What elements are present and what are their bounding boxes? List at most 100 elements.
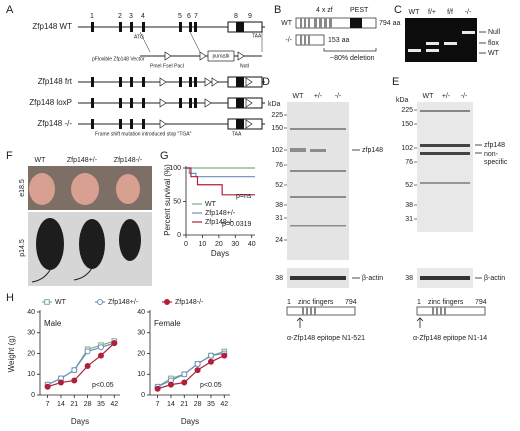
exon-label: 3 (129, 13, 133, 20)
cassette: puro∆tk (213, 53, 230, 59)
marker (111, 340, 118, 347)
y-tick-label: 40 (137, 309, 145, 316)
x-tick-label: 10 (199, 241, 207, 248)
band-label: zfp148 (484, 142, 505, 149)
marker (194, 360, 201, 367)
ladder-label: 76 (405, 159, 413, 166)
y-axis-label: Weight (g) (7, 335, 16, 372)
x-tick-label: 28 (194, 401, 202, 408)
y-tick-label: 0 (31, 392, 35, 399)
band-label: Null (488, 29, 501, 36)
annotation: p<0.05 (92, 382, 114, 389)
western-blot: kDa WT +/- -/- 38 zfp148 β-actin 1 zinc … (268, 93, 383, 342)
ladder-label: 52 (275, 182, 283, 189)
marker (167, 381, 174, 388)
kda-label: kDa (396, 97, 409, 104)
marker (97, 299, 103, 305)
x-tick-label: 42 (110, 401, 118, 408)
ladder-label: 38 (405, 202, 413, 209)
ladder-label: 102 (271, 147, 283, 154)
pest-label: PEST (350, 7, 369, 14)
x-tick-label: 30 (231, 241, 239, 248)
x-tick-label: 35 (207, 401, 215, 408)
x-tick-label: 28 (84, 401, 92, 408)
exon-label: 2 (118, 13, 122, 20)
band-label: zfp148 (362, 147, 383, 154)
ladder-label: 225 (271, 112, 283, 119)
domain-end: 794 (345, 299, 357, 306)
panel-letter: A (6, 4, 14, 16)
exon-label: 8 (234, 13, 238, 20)
taa-label: TAA (252, 33, 262, 39)
marker (181, 371, 188, 378)
y-tick-label: 30 (137, 330, 145, 337)
exons (91, 21, 263, 130)
zf-label: 4 x zf (316, 7, 333, 14)
band-label: WT (488, 50, 500, 57)
series-line (186, 167, 255, 196)
lane-label: WT (423, 93, 435, 100)
series-line (47, 342, 115, 386)
marker (207, 358, 214, 365)
ladder-label: 102 (401, 145, 413, 152)
marker (44, 299, 50, 305)
y-tick-label: 10 (27, 371, 35, 378)
exon-label: 9 (248, 13, 252, 20)
marker (71, 377, 78, 384)
lane-label: f/+ (428, 9, 436, 16)
panel-letter: H (6, 292, 14, 304)
ladder-label: 38 (405, 275, 413, 282)
length-label: 153 aa (328, 37, 350, 44)
marker (221, 352, 228, 359)
panel-letter: G (160, 150, 169, 162)
panel-letters: A B C D E F G H (6, 4, 402, 304)
lane-label: -/- (335, 93, 342, 100)
x-tick-label: 7 (156, 401, 160, 408)
y-tick-label: 50 (173, 198, 181, 205)
atg-label: ATG (134, 34, 144, 40)
x-tick-label: 14 (167, 401, 175, 408)
legend-label: Zfp148-/- (205, 219, 234, 226)
row-label: Zfp148 loxP (29, 98, 72, 107)
x-tick-label: 20 (215, 241, 223, 248)
row-label: Zfp148 frt (38, 77, 73, 86)
lane-label: +/- (314, 93, 323, 100)
exon-label: 4 (141, 13, 145, 20)
age-label: e18.5 (19, 179, 26, 197)
y-tick-label: 10 (137, 371, 145, 378)
exon-label: 7 (194, 13, 198, 20)
x-tick-label: 0 (184, 241, 188, 248)
x-tick-label: 42 (220, 401, 228, 408)
panel-letter: D (262, 76, 270, 88)
x-axis-label: Days (71, 417, 89, 426)
y-axis-label: Percent survival (%) (163, 164, 172, 236)
noti-label: NotI (240, 63, 249, 69)
lane-label: WT (293, 93, 305, 100)
column-label: WT (35, 157, 47, 164)
band-label: β-actin (484, 275, 505, 282)
marker (97, 344, 104, 351)
y-tick-label: 20 (27, 350, 35, 357)
gene-maps: Zfp148 WT Zfp148 frt Zfp148 loxP Zfp148 … (29, 21, 265, 137)
marker (164, 299, 170, 305)
panel-letter: B (274, 4, 281, 16)
legend-label: Zfp148+/- (108, 299, 139, 306)
y-tick-label: 20 (137, 350, 145, 357)
panel-letter: E (392, 76, 399, 88)
ladder-label: 52 (405, 182, 413, 189)
panel-letter: C (394, 4, 402, 16)
series-line (47, 340, 115, 386)
band-label: flox (488, 40, 499, 47)
taa-label: TAA (232, 131, 242, 137)
western-blot: kDa WT +/- -/- 38 zfp148 non- specific β… (396, 93, 508, 342)
x-axis-label: Days (181, 417, 199, 426)
legend-label: Zfp148-/- (175, 299, 204, 306)
chart-title: Male (44, 319, 62, 328)
ladder-label: 38 (275, 202, 283, 209)
x-tick-label: 14 (57, 401, 65, 408)
exon-label: 1 (90, 13, 94, 20)
ladder-label: 38 (275, 275, 283, 282)
legend-label: WT (55, 299, 67, 306)
ladder-label: 31 (405, 216, 413, 223)
